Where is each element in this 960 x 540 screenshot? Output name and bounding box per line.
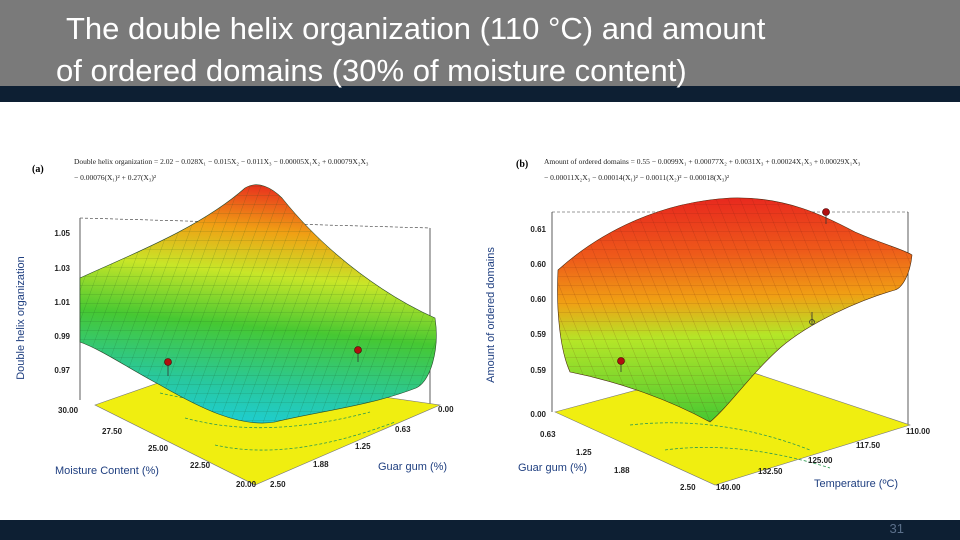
slide-title-line-1: The double helix organization (110 °C) a… (66, 11, 766, 46)
z-tick-a-3: 0.99 (54, 332, 70, 341)
page-number: 31 (889, 521, 904, 536)
z-tick-b-4: 0.59 (530, 366, 546, 375)
x-tick-b-0: 0.63 (540, 430, 556, 439)
slide-title-line-2: of ordered domains (30% of moisture cont… (56, 53, 687, 88)
design-point-b2 (617, 357, 625, 365)
x-tick-a-1: 27.50 (102, 427, 123, 436)
chart-panel-b: (b) Amount of ordered domains = 0.55 − 0… (480, 150, 950, 500)
panel-label-a: (a) (32, 164, 44, 175)
floor-contour-a2 (184, 411, 371, 429)
surface-mesh-a (80, 184, 437, 424)
x-tick-a-0: 30.00 (58, 406, 79, 415)
y-tick-b-3: 117.50 (856, 441, 881, 450)
x-axis-label-b: Guar gum (%) (518, 462, 587, 474)
title-band (0, 0, 960, 86)
x-tick-a-3: 22.50 (190, 461, 211, 470)
z-tick-a-0: 1.05 (54, 229, 70, 238)
surface-plot-b: (b) Amount of ordered domains = 0.55 − 0… (485, 157, 931, 492)
y-tick-a-4: 2.50 (270, 480, 286, 489)
title-underline-band (0, 86, 960, 102)
z-tick-b-2: 0.60 (530, 295, 546, 304)
panel-label-b: (b) (516, 159, 528, 170)
z-tick-a-4: 0.97 (54, 366, 70, 375)
y-tick-b-2: 125.00 (808, 456, 833, 465)
floor-contour-b2 (664, 447, 831, 469)
footer-band (0, 520, 960, 540)
design-point-a1 (164, 358, 172, 366)
y-tick-b-4: 110.00 (906, 427, 931, 436)
equation-b-line1: Amount of ordered domains = 0.55 − 0.009… (544, 157, 861, 166)
y-tick-a-1: 0.63 (395, 425, 411, 434)
slide-title: The double helix organization (110 °C) a… (0, 8, 960, 108)
design-point-a2 (354, 346, 362, 354)
x-axis-label-a: Moisture Content (%) (55, 465, 159, 477)
z-tick-a-1: 1.03 (54, 264, 70, 273)
equation-a-line2: − 0.00076(X₁)² + 0.27(X₃)² (74, 173, 157, 182)
z-tick-b-5: 0.00 (530, 410, 546, 419)
z-tick-b-0: 0.61 (530, 225, 546, 234)
z-tick-a-2: 1.01 (54, 298, 70, 307)
z-axis-label-b: Amount of ordered domains (485, 247, 497, 383)
chart-panel-a: (a) Double helix organization = 2.02 − 0… (10, 150, 460, 500)
design-point-b3 (809, 319, 815, 325)
equation-a-line1: Double helix organization = 2.02 − 0.028… (74, 157, 369, 166)
x-tick-b-2: 1.88 (614, 466, 630, 475)
y-tick-a-0: 0.00 (438, 405, 454, 414)
y-tick-a-2: 1.25 (355, 442, 371, 451)
z-tick-b-3: 0.59 (530, 330, 546, 339)
surface-mesh-b (557, 197, 912, 422)
x-tick-b-1: 1.25 (576, 448, 592, 457)
floor-contour-b1 (629, 422, 811, 451)
z-axis-label-a: Double helix organization (15, 256, 27, 380)
floor-contour-a3 (214, 421, 396, 451)
x-tick-a-4: 20.00 (236, 480, 257, 489)
z-tick-b-1: 0.60 (530, 260, 546, 269)
y-tick-a-3: 1.88 (313, 460, 329, 469)
design-point-b1 (822, 208, 830, 216)
y-tick-b-1: 132.50 (758, 467, 783, 476)
x-tick-b-3: 2.50 (680, 483, 696, 492)
equation-b-line2: − 0.00011X₂X₃ − 0.00014(X₁)² − 0.0011(X₂… (544, 173, 730, 182)
y-axis-label-a: Guar gum (%) (378, 461, 447, 473)
x-tick-a-2: 25.00 (148, 444, 169, 453)
y-tick-b-0: 140.00 (716, 483, 741, 492)
y-axis-label-b: Temperature (ºC) (814, 478, 898, 490)
surface-plot-a: (a) Double helix organization = 2.02 − 0… (15, 157, 454, 489)
